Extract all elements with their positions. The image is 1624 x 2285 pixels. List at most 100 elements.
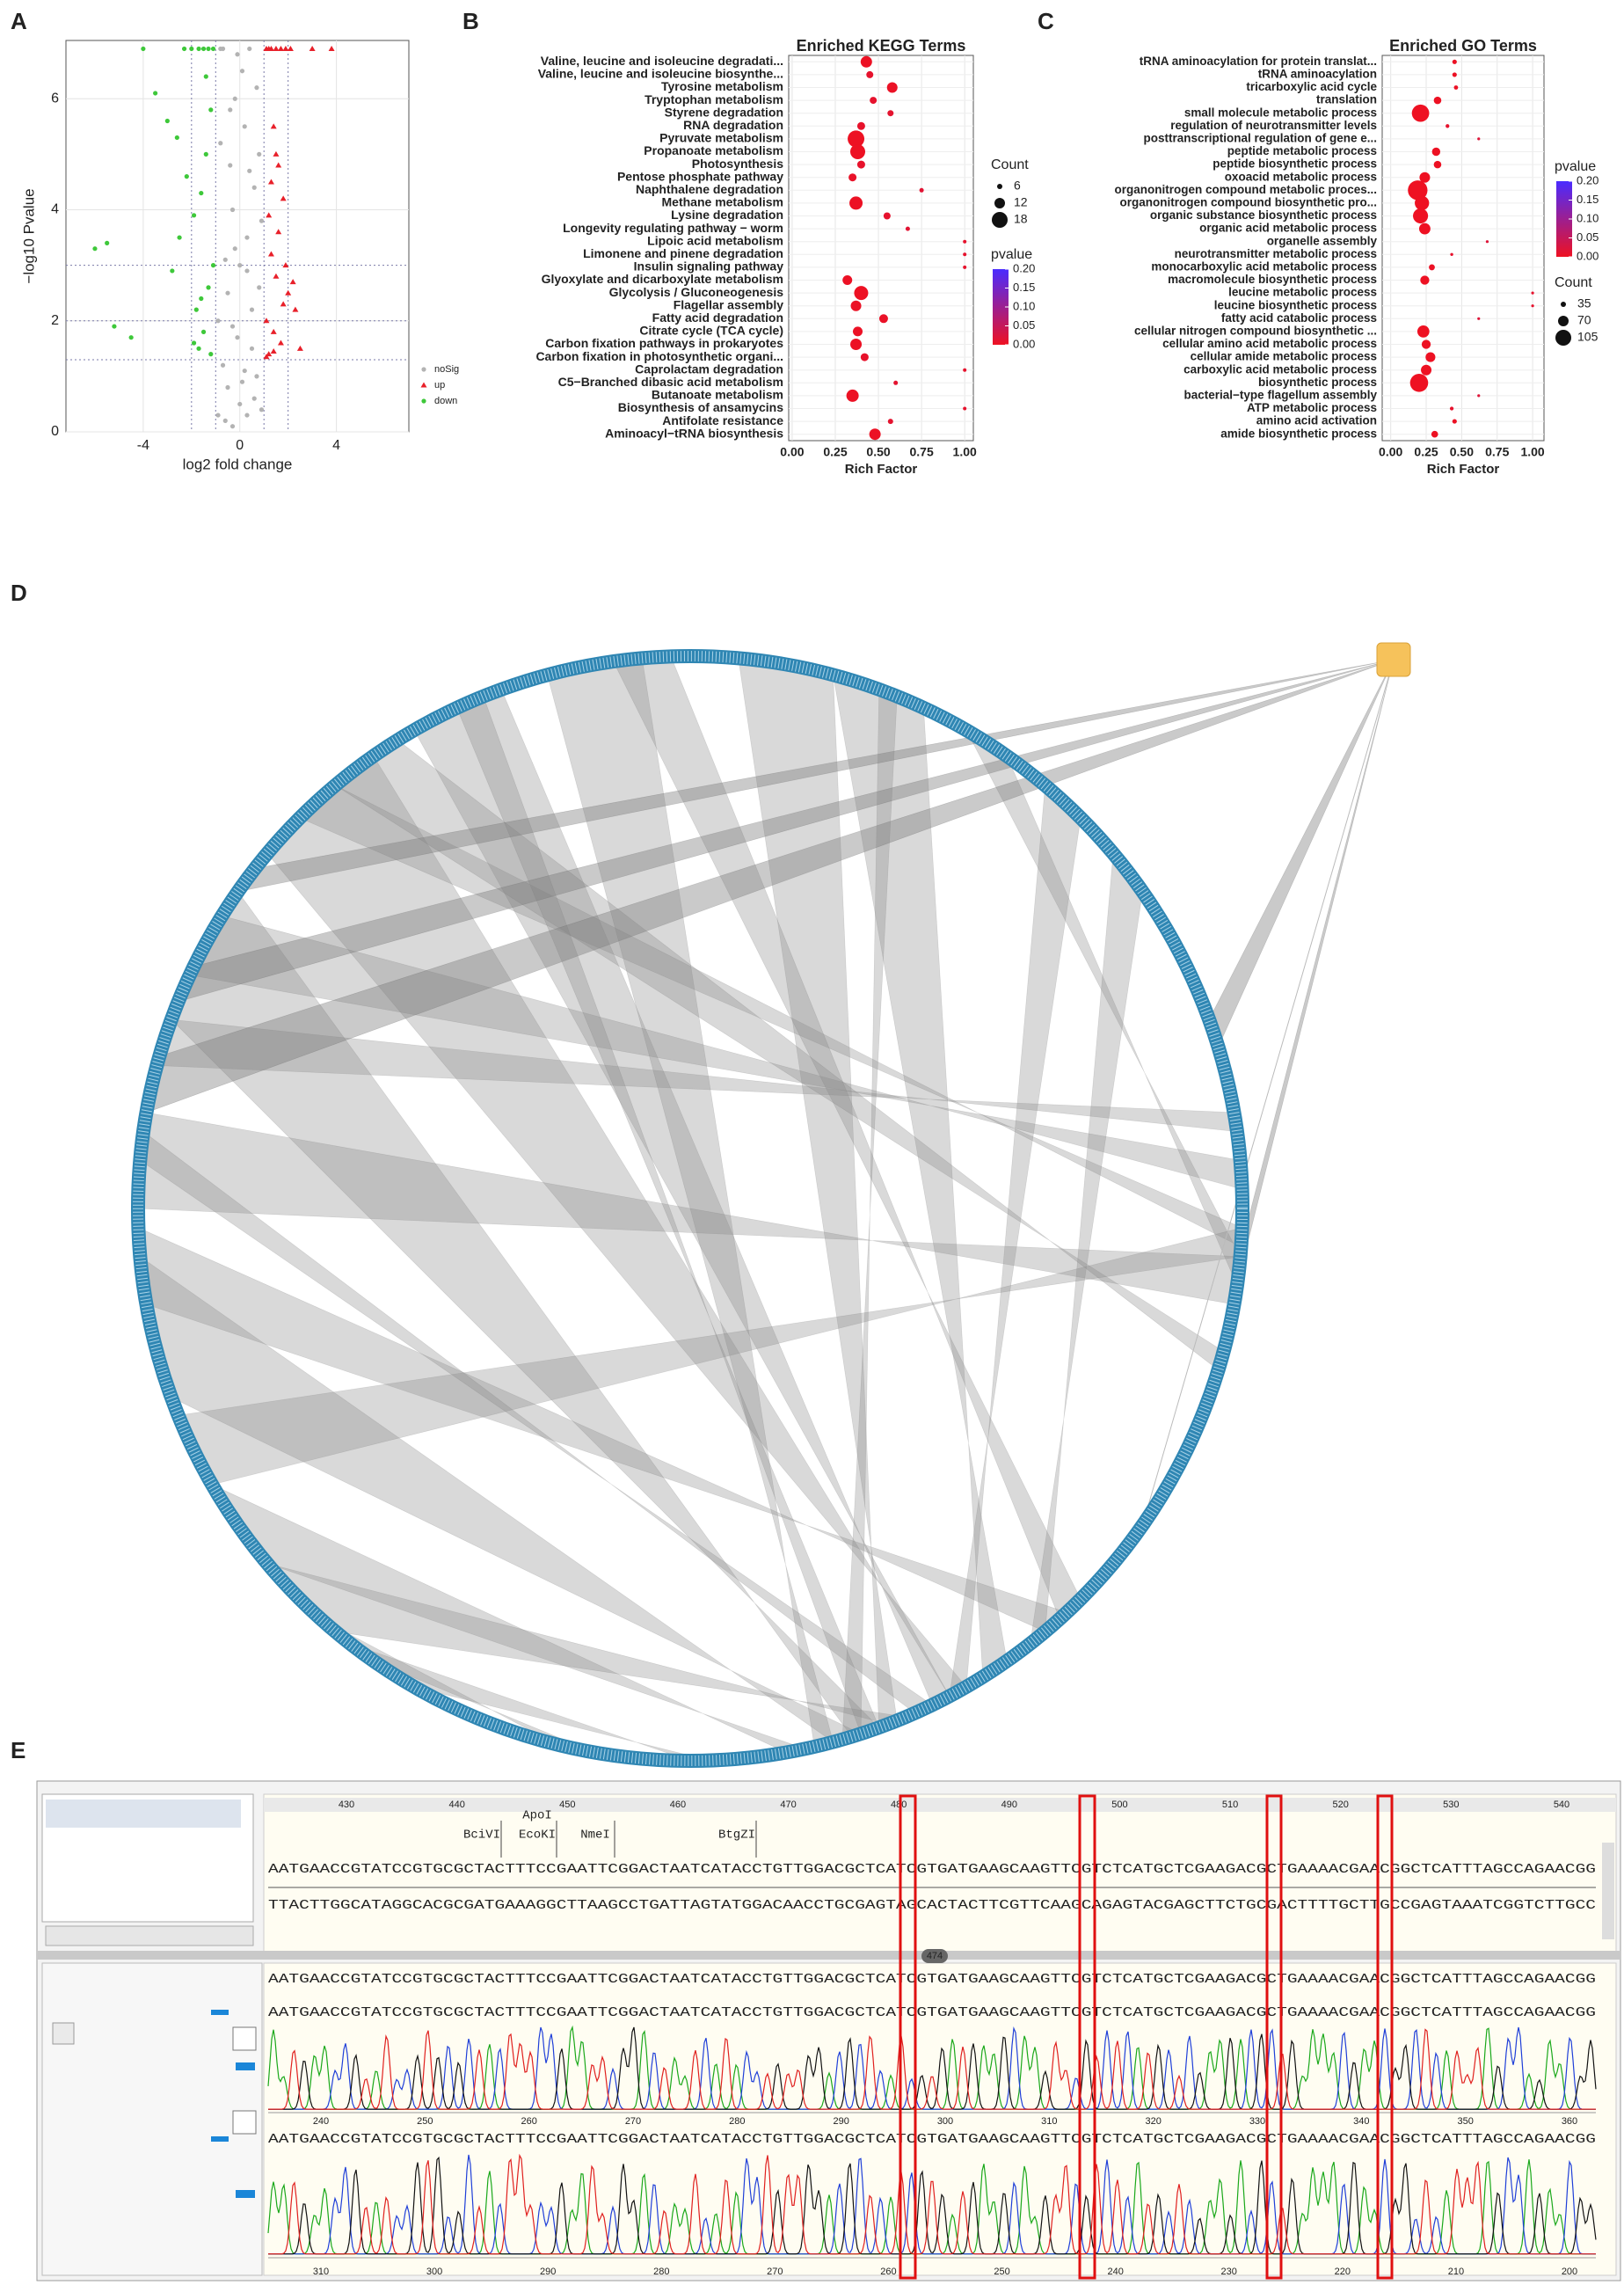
point bbox=[112, 324, 117, 329]
highlight-boxes bbox=[899, 1794, 1394, 2280]
point bbox=[199, 190, 204, 196]
y-tick-label: Insulin signaling pathway bbox=[634, 259, 784, 274]
legend-label: up bbox=[434, 380, 445, 391]
x-axis-label: Rich Factor bbox=[845, 462, 918, 477]
point bbox=[232, 96, 237, 101]
point bbox=[210, 263, 216, 268]
point bbox=[247, 168, 252, 173]
dot bbox=[1431, 147, 1441, 157]
y-tick-label: organelle assembly bbox=[1267, 234, 1378, 247]
chromatogram-icon[interactable] bbox=[232, 2110, 257, 2135]
point bbox=[257, 285, 262, 290]
legend-symbol bbox=[1561, 302, 1566, 307]
y-tick-label: Valine, leucine and isoleucine degradati… bbox=[541, 54, 783, 68]
point bbox=[270, 328, 277, 334]
point bbox=[277, 339, 284, 346]
ruler-label: 310 bbox=[313, 2267, 329, 2277]
legend-label: 70 bbox=[1577, 313, 1591, 327]
chromatogram-icon[interactable] bbox=[52, 2022, 75, 2045]
point bbox=[235, 52, 240, 57]
highlight-box bbox=[1265, 1794, 1283, 2280]
dot bbox=[869, 428, 881, 441]
ruler-label: 290 bbox=[833, 2116, 848, 2127]
ruler-label: 460 bbox=[670, 1800, 686, 1810]
point bbox=[228, 163, 233, 168]
point bbox=[309, 45, 316, 51]
y-tick-label: Tyrosine metabolism bbox=[661, 79, 783, 93]
slider[interactable] bbox=[236, 2190, 255, 2198]
dot bbox=[870, 97, 878, 105]
ruler-label: 530 bbox=[1443, 1800, 1459, 1810]
point bbox=[225, 290, 230, 296]
ruler-label: 250 bbox=[417, 2116, 433, 2127]
y-tick-label: oxoacid metabolic process bbox=[1225, 170, 1377, 183]
x-tick-label: 0.25 bbox=[1414, 445, 1438, 459]
ruler-label: 500 bbox=[1111, 1800, 1127, 1810]
point bbox=[181, 46, 187, 52]
panel-label: C bbox=[1038, 8, 1054, 34]
point bbox=[282, 45, 289, 51]
x-tick-label: 0.75 bbox=[909, 445, 933, 459]
y-tick-label: 2 bbox=[51, 313, 59, 328]
legend-title: pvalue bbox=[1555, 159, 1596, 174]
y-tick-label: fatty acid catabolic process bbox=[1221, 311, 1377, 325]
y-tick-label: leucine biosynthetic process bbox=[1214, 298, 1377, 311]
ruler-label: 440 bbox=[448, 1800, 464, 1810]
y-tick-label: Pentose phosphate pathway bbox=[617, 169, 783, 183]
x-tick-label: 0.00 bbox=[780, 445, 804, 459]
x-tick-label: 1.00 bbox=[953, 445, 977, 459]
x-tick-label: 1.00 bbox=[1520, 445, 1544, 459]
chromatogram-trace bbox=[268, 2028, 1596, 2110]
dot bbox=[848, 130, 865, 148]
point bbox=[196, 346, 201, 351]
point bbox=[259, 407, 265, 412]
x-tick-label: 0.00 bbox=[1379, 445, 1402, 459]
slider[interactable] bbox=[236, 2062, 255, 2070]
highlight-box bbox=[899, 1794, 917, 2280]
y-tick-label: Biosynthesis of ansamycins bbox=[618, 400, 784, 414]
legend-symbol bbox=[420, 382, 427, 388]
point bbox=[228, 107, 233, 113]
dot bbox=[850, 144, 866, 159]
charts: -4 0 4 0 2 4 6 noSig up down log2 fold change −log1… bbox=[20, 37, 1599, 477]
chart-title: Enriched KEGG Terms bbox=[797, 37, 966, 55]
enzyme-label: BciVI bbox=[463, 1829, 500, 1843]
scrollbar[interactable] bbox=[1602, 1843, 1614, 1939]
point bbox=[267, 251, 274, 257]
colorbar-label: 0.00 bbox=[1577, 249, 1599, 262]
point bbox=[263, 354, 270, 360]
colorbar-label: 0.05 bbox=[1577, 230, 1599, 244]
point bbox=[328, 45, 335, 51]
point bbox=[249, 307, 255, 312]
point bbox=[266, 212, 273, 218]
colorbar-label: 0.10 bbox=[1013, 299, 1035, 312]
y-tick-label: Lipoic acid metabolism bbox=[647, 233, 783, 247]
point bbox=[225, 384, 230, 391]
y-tick-label: macromolecule biosynthetic process bbox=[1168, 273, 1377, 286]
legend-symbol bbox=[1558, 316, 1569, 326]
y-tick-label: organic acid metabolic process bbox=[1199, 222, 1377, 235]
x-tick-label: -4 bbox=[137, 438, 149, 453]
dot bbox=[1477, 317, 1481, 320]
file-entry[interactable] bbox=[46, 1800, 241, 1828]
dot bbox=[1452, 72, 1457, 77]
legend-label: 105 bbox=[1577, 330, 1599, 344]
panel-label: E bbox=[11, 1737, 25, 1763]
edge bbox=[1141, 659, 1395, 1526]
point bbox=[215, 412, 221, 418]
y-tick-label: organonitrogen compound biosynthetic pro… bbox=[1120, 195, 1378, 208]
enzyme-label: NmeI bbox=[580, 1829, 610, 1843]
point bbox=[267, 45, 274, 51]
chromatogram-icon[interactable] bbox=[232, 2026, 257, 2051]
y-tick-label: Longevity regulating pathway − worm bbox=[563, 221, 783, 235]
point bbox=[257, 151, 262, 157]
ruler-label: 510 bbox=[1222, 1800, 1238, 1810]
legend-label: down bbox=[434, 396, 457, 406]
y-tick-label: Limonene and pinene degradation bbox=[583, 246, 783, 260]
point bbox=[229, 324, 236, 329]
dropdown[interactable] bbox=[45, 1925, 254, 1946]
dot bbox=[860, 353, 869, 361]
panel-label: A bbox=[11, 8, 27, 34]
ruler-label: 540 bbox=[1554, 1800, 1569, 1810]
splitter[interactable] bbox=[37, 1951, 1620, 1960]
